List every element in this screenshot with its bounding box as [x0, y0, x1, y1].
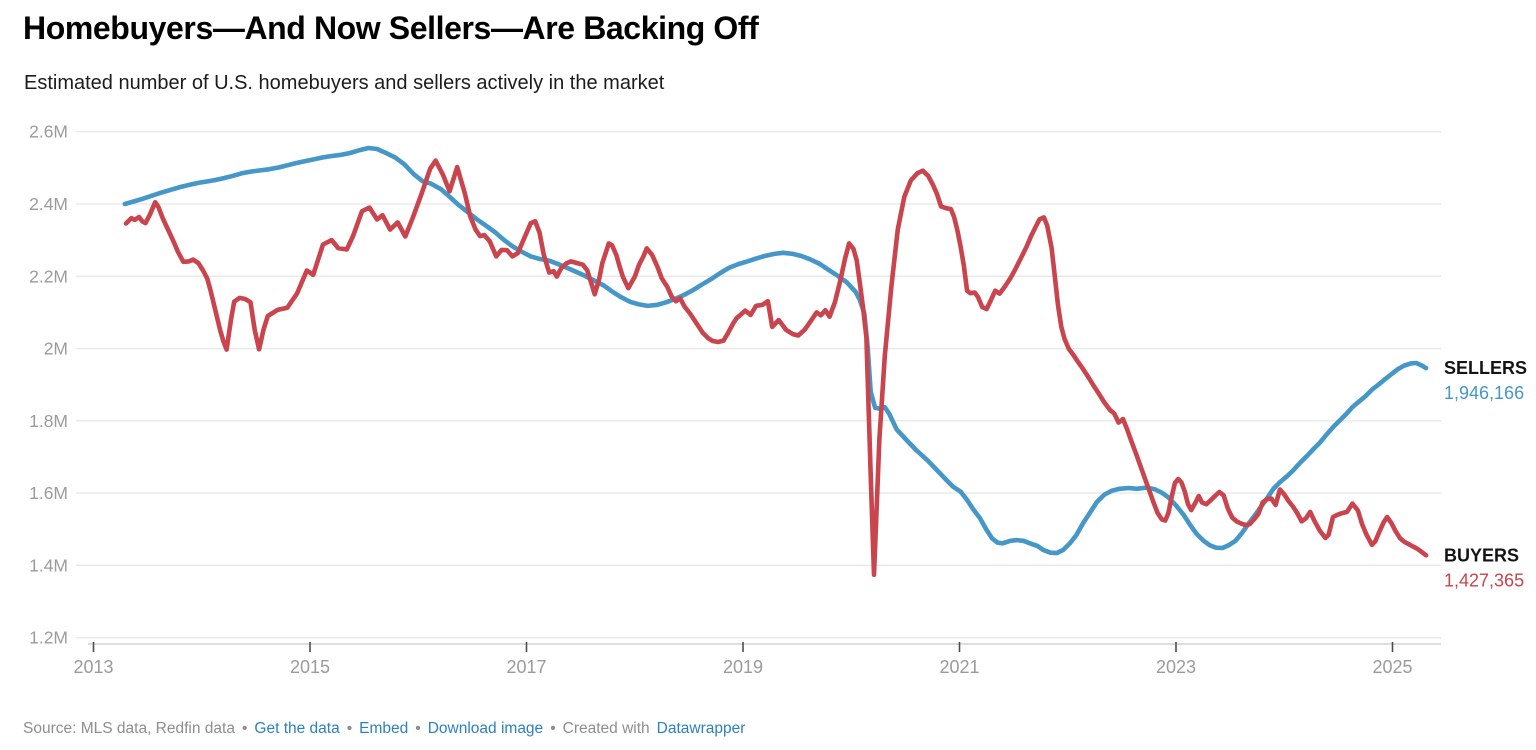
y-axis-label: 2.4M: [29, 194, 68, 214]
bullet-separator: •: [241, 720, 248, 737]
datawrapper-link[interactable]: Datawrapper: [656, 720, 746, 737]
y-axis-label: 2M: [44, 339, 68, 359]
page-subtitle: Estimated number of U.S. homebuyers and …: [24, 72, 665, 94]
series-end-value-sellers: 1,946,166: [1444, 383, 1524, 403]
series-end-value-buyers: 1,427,365: [1444, 570, 1524, 590]
x-axis-label: 2019: [723, 657, 763, 677]
y-axis-label: 2.6M: [29, 122, 68, 142]
x-axis-label: 2015: [290, 657, 330, 677]
created-with-text: Created with: [562, 720, 650, 737]
series-name-buyers: BUYERS: [1444, 545, 1519, 565]
x-axis-label: 2021: [939, 657, 979, 677]
y-axis-label: 1.4M: [29, 555, 68, 575]
series-line-sellers[interactable]: [122, 145, 1429, 556]
series-name-sellers: SELLERS: [1444, 358, 1527, 378]
bullet-separator: •: [415, 720, 421, 737]
x-axis-label: 2023: [1156, 657, 1196, 677]
y-axis-label: 1.6M: [29, 483, 68, 503]
embed-link[interactable]: Embed: [359, 720, 409, 737]
bullet-separator: •: [550, 720, 556, 737]
y-axis-label: 1.8M: [29, 411, 68, 431]
series-line-buyers[interactable]: [123, 158, 1429, 578]
x-axis-label: 2013: [73, 657, 113, 677]
get-the-data-link[interactable]: Get the data: [254, 720, 340, 737]
x-axis-label: 2017: [506, 657, 546, 677]
source-text: Source: MLS data, Redfin data: [23, 720, 235, 737]
x-axis-label: 2025: [1372, 657, 1412, 677]
y-axis-label: 2.2M: [29, 266, 68, 286]
page-title: Homebuyers—And Now Sellers—Are Backing O…: [23, 10, 759, 46]
chart-footer: Source: MLS data, Redfin data • Get the …: [23, 720, 745, 738]
bullet-separator: •: [346, 720, 353, 737]
y-axis-label: 1.2M: [29, 628, 68, 648]
download-image-link[interactable]: Download image: [427, 720, 544, 737]
